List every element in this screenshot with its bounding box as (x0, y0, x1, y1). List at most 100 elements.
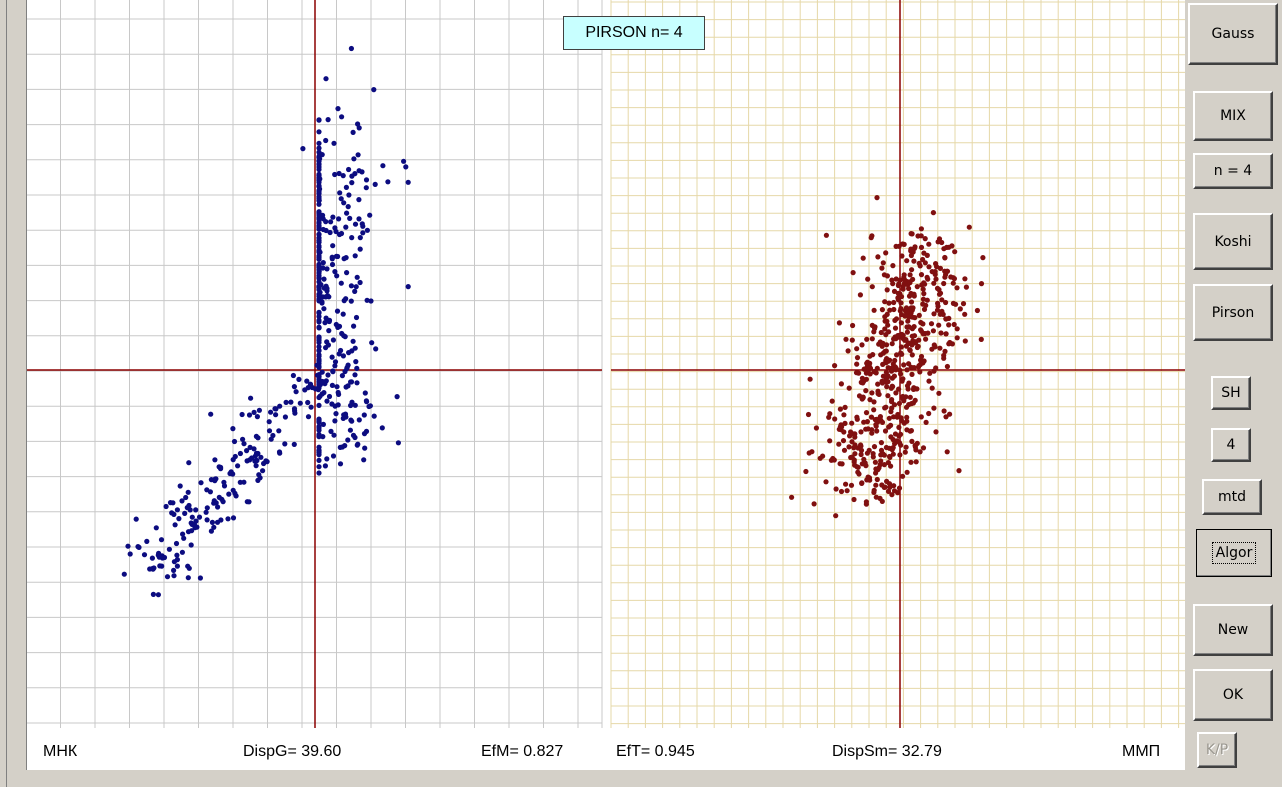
left-scatter-point (331, 432, 337, 438)
right-scatter-point (863, 501, 870, 507)
right-scatter-point (913, 459, 919, 465)
right-scatter-point (856, 393, 863, 399)
left-scatter-point (204, 487, 210, 493)
right-scatter-point (878, 440, 885, 446)
gauss-button[interactable]: Gauss (1188, 3, 1278, 65)
left-scatter-point (230, 426, 236, 432)
right-scatter-point (899, 378, 905, 384)
right-scatter-point (842, 420, 848, 426)
ok-button[interactable]: OK (1193, 669, 1273, 721)
left-scatter-point (336, 231, 343, 238)
right-scatter-point (901, 420, 907, 426)
left-scatter-point (343, 184, 349, 190)
mix-button[interactable]: MIX (1193, 91, 1273, 141)
right-scatter-point (923, 336, 929, 342)
right-scatter-point (867, 353, 873, 359)
right-scatter-point (930, 210, 937, 216)
algor-button[interactable]: Algor (1196, 529, 1272, 577)
left-scatter-point (356, 417, 362, 423)
left-scatter-point (345, 204, 351, 210)
right-scatter-point (896, 485, 903, 491)
pirson-button[interactable]: Pirson (1193, 284, 1273, 341)
right-scatter-point (897, 277, 903, 283)
right-scatter-point (920, 301, 926, 307)
right-scatter-point (894, 414, 900, 420)
left-scatter-point (305, 399, 311, 406)
right-scatter-point (909, 371, 915, 377)
right-scatter-point (911, 245, 918, 251)
right-scatter-point (849, 439, 855, 445)
left-scatter-point (125, 543, 131, 549)
left-scatter-point (394, 394, 400, 400)
new-button[interactable]: New (1193, 604, 1273, 656)
left-scatter-point (150, 591, 156, 598)
left-scatter-point (316, 209, 322, 215)
right-scatter-point (898, 442, 904, 448)
right-scatter-point (921, 306, 928, 312)
right-scatter-point (918, 357, 924, 363)
four-button[interactable]: 4 (1211, 428, 1251, 462)
right-scatter-point (943, 414, 949, 420)
left-scatter-point (170, 500, 176, 506)
left-scatter-point (291, 441, 297, 447)
right-scatter-point (915, 343, 921, 349)
left-scatter-point (179, 498, 185, 504)
left-scatter-point (297, 400, 303, 406)
left-scatter-point (334, 308, 341, 314)
right-scatter-point (927, 370, 933, 376)
left-scatter-point (270, 432, 276, 439)
right-scatter-point (931, 280, 937, 286)
left-scatter-point (283, 399, 289, 405)
koshi-button[interactable]: Koshi (1193, 213, 1273, 270)
left-scatter-point (141, 552, 148, 558)
left-scatter-point (251, 409, 257, 415)
left-scatter-point (237, 450, 243, 457)
left-scatter-point (326, 318, 332, 325)
left-scatter-point (333, 411, 339, 417)
left-scatter-point (368, 298, 374, 304)
left-scatter-point (164, 574, 171, 580)
right-scatter-point (870, 454, 876, 460)
left-scatter-point (302, 387, 308, 393)
right-scatter-point (903, 308, 910, 315)
left-scatter-point (330, 243, 336, 249)
left-scatter-point (355, 441, 361, 447)
right-scatter-point (943, 316, 949, 322)
left-scatter-point (354, 274, 360, 280)
right-scatter-point (858, 443, 864, 449)
right-scatter-point (898, 344, 905, 350)
right-scatter-point (895, 290, 901, 296)
right-scatter-point (873, 482, 879, 488)
left-scatter-point (272, 406, 278, 412)
left-scatter-point (174, 563, 180, 569)
right-scatter-point (841, 412, 847, 418)
right-scatter-point (859, 461, 865, 467)
n4-button[interactable]: n = 4 (1193, 153, 1273, 189)
right-scatter-point (932, 344, 938, 350)
right-scatter-point (836, 441, 842, 447)
left-scatter-point (149, 555, 155, 561)
left-scatter-point (361, 457, 367, 463)
mtd-button[interactable]: mtd (1202, 479, 1262, 515)
right-scatter-point (909, 438, 915, 444)
left-scatter-point (362, 390, 368, 396)
right-scatter-point (860, 380, 866, 386)
right-scatter-point (907, 272, 913, 278)
right-scatter-point (926, 378, 932, 384)
left-scatter-point (364, 297, 370, 303)
right-scatter-point (926, 264, 932, 270)
right-scatter-point (909, 352, 915, 358)
sh-button[interactable]: SH (1211, 376, 1251, 410)
left-scatter-point (337, 461, 344, 467)
right-scatter-point (949, 243, 955, 249)
left-scatter-point (153, 525, 159, 531)
right-scatter-point (904, 469, 910, 475)
left-scatter-point (230, 471, 236, 477)
right-scatter-point (931, 405, 937, 411)
left-scatter-point (316, 215, 322, 221)
left-scatter-point (151, 565, 157, 571)
right-scatter-point (856, 370, 862, 376)
right-scatter-point (857, 292, 864, 298)
right-scatter-point (888, 368, 895, 374)
kp-button[interactable]: K/P (1197, 732, 1237, 768)
